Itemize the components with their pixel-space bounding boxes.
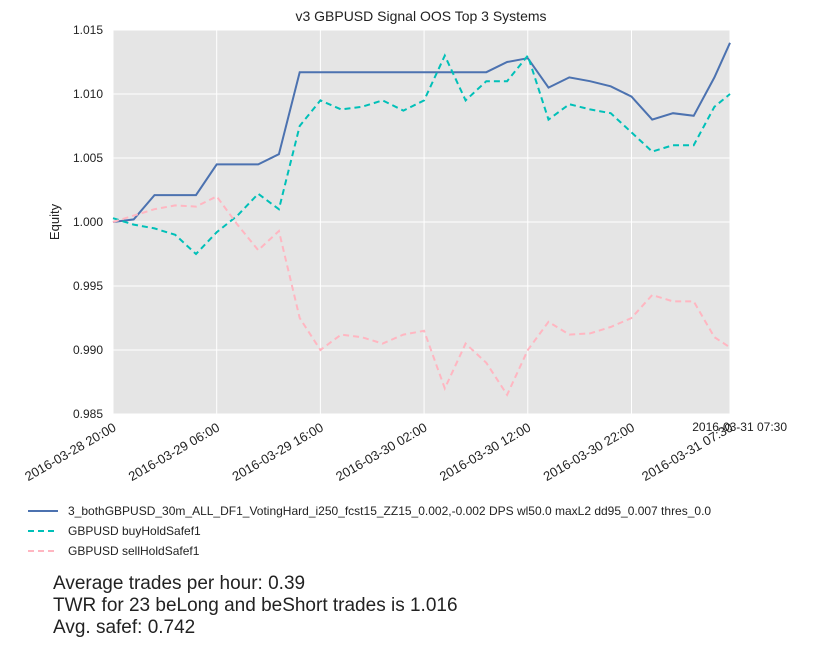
legend-label: GBPUSD sellHoldSafef1 [68, 544, 200, 558]
y-tick-label: 0.995 [73, 279, 103, 293]
x-tick-label: 2016-03-30 22:00 [541, 420, 637, 484]
y-tick-label: 1.015 [73, 23, 103, 37]
y-tick-label: 0.985 [73, 407, 103, 421]
x-offset-label: 2016-03-31 07:30 [692, 420, 787, 434]
annotation: Average trades per hour: 0.39 [53, 573, 305, 594]
series-line [112, 42, 731, 223]
annotation: TWR for 23 beLong and beShort trades is … [53, 595, 458, 616]
x-tick-label: 2016-03-29 16:00 [229, 420, 325, 484]
y-tick-label: 1.005 [73, 151, 103, 165]
x-tick-label: 2016-03-30 02:00 [333, 420, 429, 484]
x-tick-label: 2016-03-31 07:30 [639, 420, 735, 484]
x-tick-label: 2016-03-30 12:00 [437, 420, 533, 484]
y-tick-label: 1.010 [73, 87, 103, 101]
legend-label: 3_bothGBPUSD_30m_ALL_DF1_VotingHard_i250… [68, 504, 711, 518]
legend-label: GBPUSD buyHoldSafef1 [68, 524, 201, 538]
y-tick-label: 0.990 [73, 343, 103, 357]
x-tick-label: 2016-03-29 06:00 [126, 420, 222, 484]
y-tick-label: 1.000 [73, 215, 103, 229]
y-axis-label: Equity [47, 203, 62, 240]
series-line [112, 195, 731, 397]
x-tick-label: 2016-03-28 20:00 [22, 420, 118, 484]
chart-title: v3 GBPUSD Signal OOS Top 3 Systems [295, 8, 546, 24]
annotation: Avg. safef: 0.742 [53, 617, 195, 638]
series-line [112, 53, 731, 256]
